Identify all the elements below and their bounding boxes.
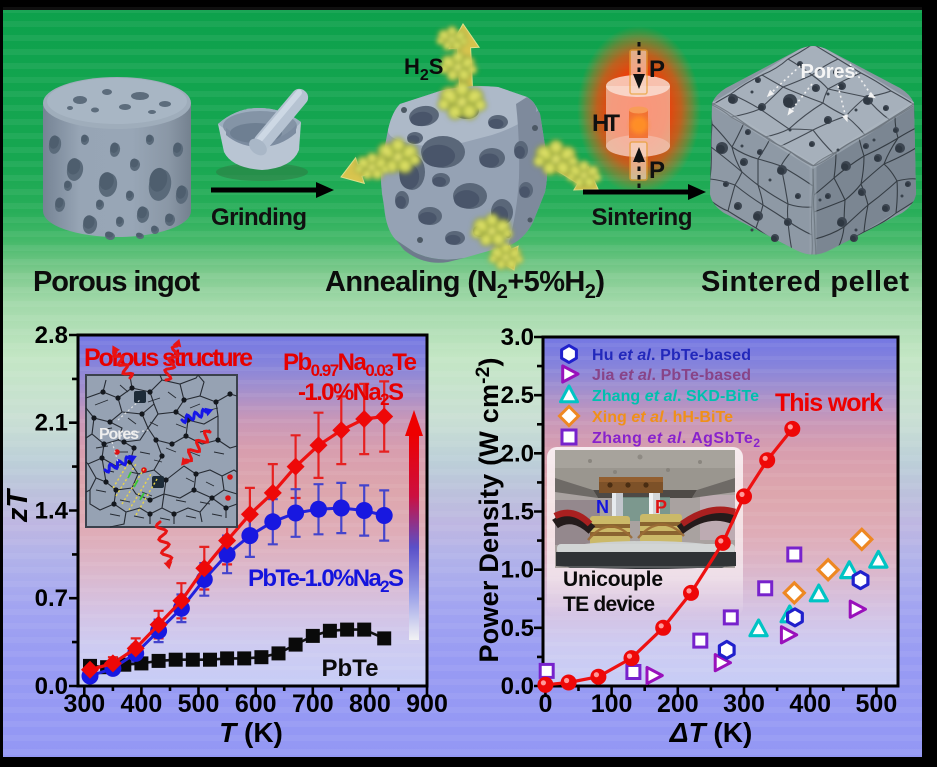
svg-text:zT: zT: [2, 488, 34, 524]
svg-text:500: 500: [178, 690, 220, 718]
svg-text:0.0: 0.0: [35, 673, 68, 700]
svg-text:2.0: 2.0: [501, 440, 534, 467]
svg-text:Sintering: Sintering: [592, 204, 693, 231]
svg-text:Zhang et al. AgSbTe2: Zhang et al. AgSbTe2: [592, 430, 760, 450]
svg-text:Pores: Pores: [99, 426, 139, 443]
svg-text:Zhang et al. SKD-BiTe: Zhang et al. SKD-BiTe: [592, 388, 759, 405]
svg-text:Pb0.97Na0.03Te: Pb0.97Na0.03Te: [283, 349, 417, 380]
svg-text:HT: HT: [592, 110, 620, 137]
svg-text:200: 200: [657, 690, 699, 718]
svg-text:400: 400: [789, 690, 831, 718]
svg-text:P: P: [649, 157, 665, 184]
svg-text:P: P: [649, 56, 665, 83]
svg-text:500: 500: [856, 690, 898, 718]
svg-text:100: 100: [591, 690, 633, 718]
svg-text:1.0: 1.0: [501, 557, 534, 584]
svg-text:-1.0%Na2S: -1.0%Na2S: [298, 379, 404, 409]
svg-text:700: 700: [292, 690, 334, 718]
svg-text:1.4: 1.4: [35, 498, 69, 525]
svg-text:2.8: 2.8: [35, 322, 68, 349]
svg-text:2.1: 2.1: [35, 410, 68, 437]
svg-text:Pores: Pores: [801, 61, 856, 83]
svg-text:PbTe-1.0%Na2S: PbTe-1.0%Na2S: [248, 565, 404, 596]
svg-text:Power Density (W cm-2): Power Density (W cm-2): [473, 358, 504, 663]
svg-text:Hu et al. PbTe-based: Hu et al. PbTe-based: [592, 347, 751, 364]
svg-text:TE device: TE device: [563, 593, 655, 616]
svg-text:300: 300: [723, 690, 765, 718]
svg-text:Sintered pellet: Sintered pellet: [701, 266, 909, 298]
svg-text:Grinding: Grinding: [211, 204, 307, 231]
svg-text:PbTe: PbTe: [322, 655, 379, 682]
svg-text:ΔT (K): ΔT (K): [669, 717, 753, 748]
svg-text:Xing et al. hH-BiTe: Xing et al. hH-BiTe: [592, 409, 733, 426]
svg-text:2.5: 2.5: [501, 382, 534, 409]
svg-text:400: 400: [121, 690, 163, 718]
svg-text:0.0: 0.0: [501, 673, 534, 700]
svg-text:This work: This work: [775, 389, 883, 417]
svg-text:Annealing (N2+5%H2): Annealing (N2+5%H2): [325, 266, 605, 303]
svg-text:Porous ingot: Porous ingot: [33, 266, 200, 298]
svg-text:600: 600: [235, 690, 277, 718]
svg-text:T (K): T (K): [219, 717, 283, 748]
svg-text:Jia et al. PbTe-based: Jia et al. PbTe-based: [592, 367, 751, 384]
svg-text:300: 300: [63, 690, 105, 718]
svg-text:800: 800: [349, 690, 391, 718]
svg-text:0: 0: [538, 690, 552, 718]
svg-text:N: N: [596, 497, 609, 517]
svg-text:0.5: 0.5: [501, 615, 534, 642]
svg-text:0.7: 0.7: [35, 585, 68, 612]
svg-text:Unicouple: Unicouple: [563, 568, 663, 591]
svg-text:P: P: [655, 497, 667, 517]
svg-text:900: 900: [406, 690, 448, 718]
svg-text:1.5: 1.5: [501, 499, 534, 526]
svg-text:3.0: 3.0: [501, 324, 534, 351]
